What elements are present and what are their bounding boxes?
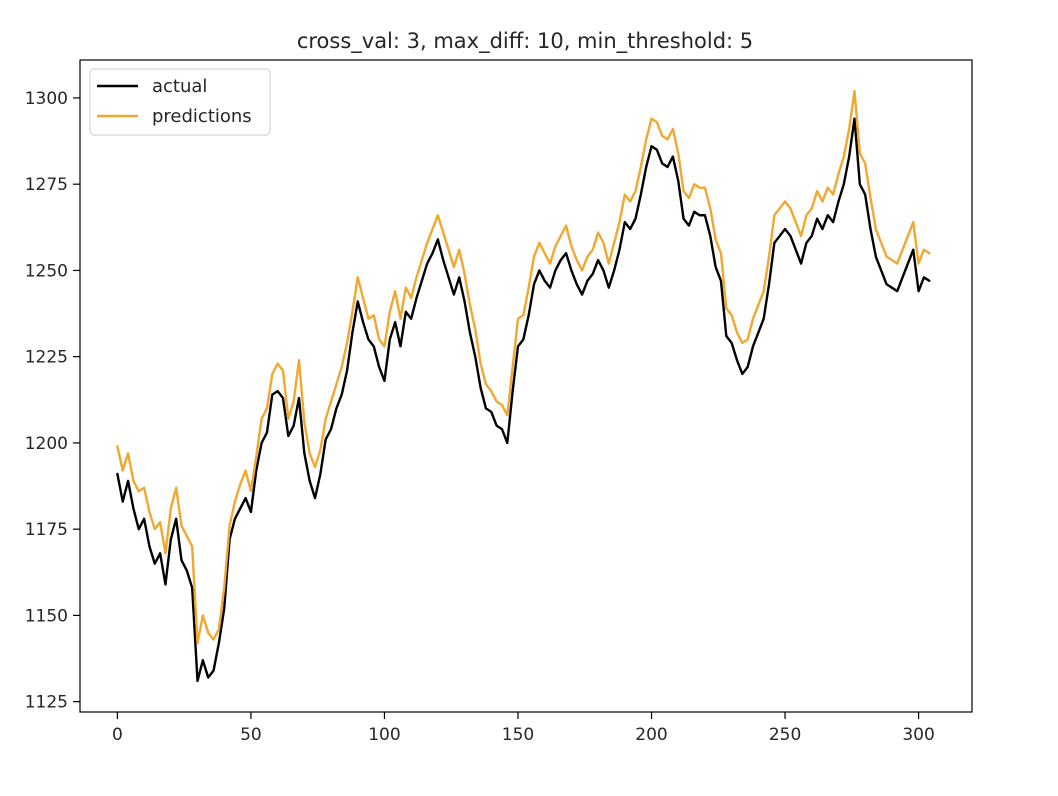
series-line-predictions [116,89,931,645]
legend-label-actual: actual [152,76,207,97]
y-tick-label: 1300 [25,89,68,109]
x-tick-label: 300 [902,725,934,745]
y-tick-label: 1175 [25,520,68,540]
x-tick-label: 250 [769,725,801,745]
y-tick-label: 1250 [25,261,68,281]
y-tick-label: 1125 [25,693,68,713]
y-tick-label: 1275 [25,175,68,195]
x-axis: 0 50 100 150 200 250 300 [112,712,935,745]
legend: actual predictions [89,68,271,136]
series-layer [116,89,931,683]
x-tick-label: 200 [635,725,667,745]
x-tick-label: 150 [502,725,534,745]
chart-title: cross_val: 3, max_diff: 10, min_threshol… [297,29,753,54]
legend-label-predictions: predictions [152,106,252,127]
plot-frame [79,59,973,713]
x-tick-label: 50 [240,725,262,745]
series-line-actual [116,117,931,683]
y-tick-label: 1200 [25,434,68,454]
y-tick-label: 1150 [25,606,68,626]
y-axis: 1125 1150 1175 1200 1225 1250 1275 1300 [25,89,80,713]
y-tick-label: 1225 [25,348,68,368]
x-tick-label: 100 [368,725,400,745]
x-tick-label: 0 [112,725,123,745]
